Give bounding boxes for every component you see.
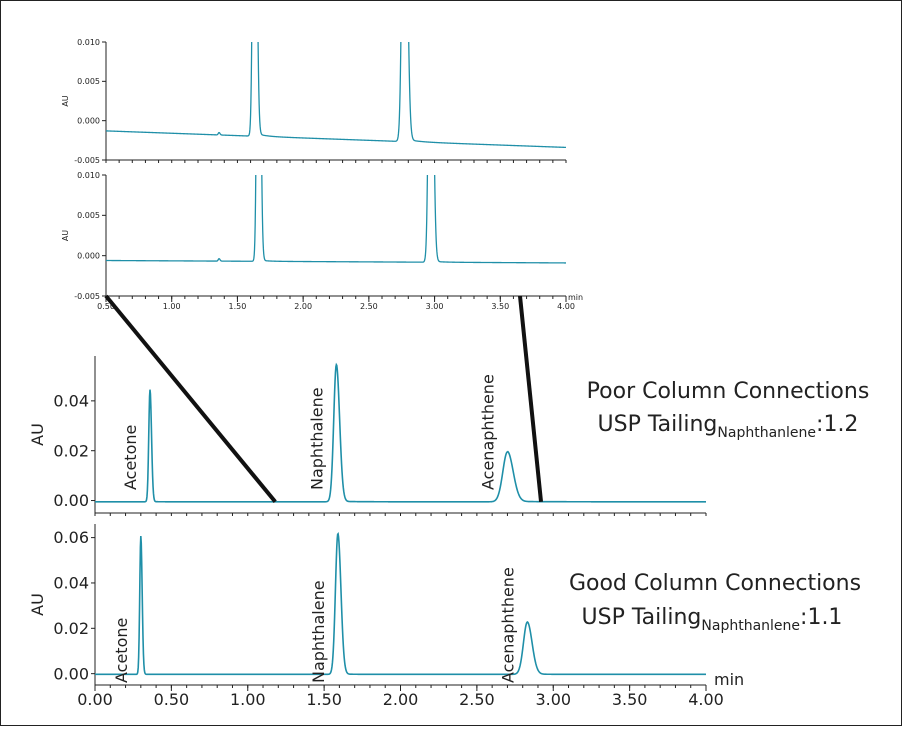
inset-bottom-xtick-label: 1.50 xyxy=(229,302,247,311)
good-xtick-label: 3.50 xyxy=(612,690,648,709)
good-peak-label: Acetone xyxy=(112,618,131,683)
inset-bottom-ytick-label: 0.005 xyxy=(77,211,100,220)
good-ylabel: AU xyxy=(28,593,47,616)
inset-bottom-xunit: min xyxy=(568,293,583,302)
good-peak-label: Acenaphthene xyxy=(498,567,517,683)
poor-tailing-prefix: USP Tailing xyxy=(598,412,718,437)
inset-bottom-xtick-label: 2.00 xyxy=(294,302,312,311)
poor-trace xyxy=(95,362,706,503)
good-connections-panel: 0.06 0.04 0.02 0.00 AU 0.00 0.50 1.00 1.50 2.00 2.… xyxy=(28,524,744,709)
good-xtick-label: 1.00 xyxy=(230,690,266,709)
inset-bottom-xtick-label: 3.50 xyxy=(491,302,509,311)
poor-ytick-label: 0.02 xyxy=(53,441,89,460)
inset-top-ytick-label: 0.005 xyxy=(77,77,100,86)
zoom-lines xyxy=(104,294,544,504)
good-xtick-label: 0.50 xyxy=(154,690,190,709)
inset-bottom-xtick-label: 2.50 xyxy=(360,302,378,311)
zoom-line xyxy=(104,294,277,504)
inset-top-trace xyxy=(106,42,566,149)
poor-tailing-value: :1.2 xyxy=(816,412,858,437)
good-ytick-label: 0.00 xyxy=(53,664,89,683)
poor-tailing-subscript: Naphthanlene xyxy=(717,425,816,441)
good-xtick-label: 2.00 xyxy=(383,690,419,709)
inset-top-ytick-label: -0.005 xyxy=(74,156,100,165)
good-peak-label: Naphthalene xyxy=(309,580,328,683)
poor-ytick-label: 0.04 xyxy=(53,391,89,410)
inset-top-panel: 0.010 0.005 0.000 -0.005 AU xyxy=(61,38,567,165)
inset-bottom-ylabel: AU xyxy=(61,230,70,241)
inset-bottom-xtick-label: 4.00 xyxy=(557,302,575,311)
inset-bottom-xtick-label: 3.00 xyxy=(426,302,444,311)
inset-bottom-xtick-label: 1.00 xyxy=(163,302,181,311)
poor-peak-label: Acenaphthene xyxy=(478,374,497,490)
good-xtick-label: 4.00 xyxy=(688,690,724,709)
inset-bottom-xtick-label: 0.50 xyxy=(97,302,115,311)
good-xtick-label: 1.50 xyxy=(306,690,342,709)
poor-ylabel: AU xyxy=(28,423,47,446)
good-tailing-subscript: Naphthanlene xyxy=(701,618,800,634)
good-tailing-value: :1.1 xyxy=(800,605,842,630)
poor-ytick-label: 0.00 xyxy=(53,491,89,510)
good-xunit: min xyxy=(714,670,744,689)
inset-top-ylabel: AU xyxy=(61,95,70,106)
inset-bottom-ytick-label: 0.000 xyxy=(77,251,100,260)
good-xtick-label: 0.00 xyxy=(77,690,113,709)
good-ytick-label: 0.06 xyxy=(53,528,89,547)
good-ytick-label: 0.02 xyxy=(53,619,89,638)
good-trace xyxy=(95,532,706,676)
good-ytick-label: 0.04 xyxy=(53,574,89,593)
poor-annotation-title: Poor Column Connections xyxy=(587,379,870,404)
good-tailing-prefix: USP Tailing xyxy=(582,605,702,630)
poor-peak-label: Acetone xyxy=(121,425,140,490)
zoom-line xyxy=(518,295,544,502)
good-xtick-label: 2.50 xyxy=(459,690,495,709)
good-annotation-title: Good Column Connections xyxy=(569,571,861,596)
inset-bottom-panel: 0.010 0.005 0.000 -0.005 AU 0.50 1.00 1.50 2.00 2… xyxy=(61,171,583,311)
poor-connections-panel: 0.04 0.02 0.00 AU Acetone Naphthalene Acenapht… xyxy=(28,356,707,516)
inset-bottom-ytick-label: -0.005 xyxy=(74,292,100,301)
good-xtick-label: 3.00 xyxy=(535,690,571,709)
inset-bottom-trace xyxy=(106,175,566,264)
inset-top-ytick-label: 0.000 xyxy=(77,116,100,125)
poor-peak-label: Naphthalene xyxy=(307,387,326,490)
inset-bottom-ytick-label: 0.010 xyxy=(77,171,100,180)
good-annotation-tailing: USP TailingNaphthanlene:1.1 xyxy=(582,605,843,634)
poor-annotation-tailing: USP TailingNaphthanlene:1.2 xyxy=(598,412,859,441)
inset-top-ytick-label: 0.010 xyxy=(77,38,100,47)
